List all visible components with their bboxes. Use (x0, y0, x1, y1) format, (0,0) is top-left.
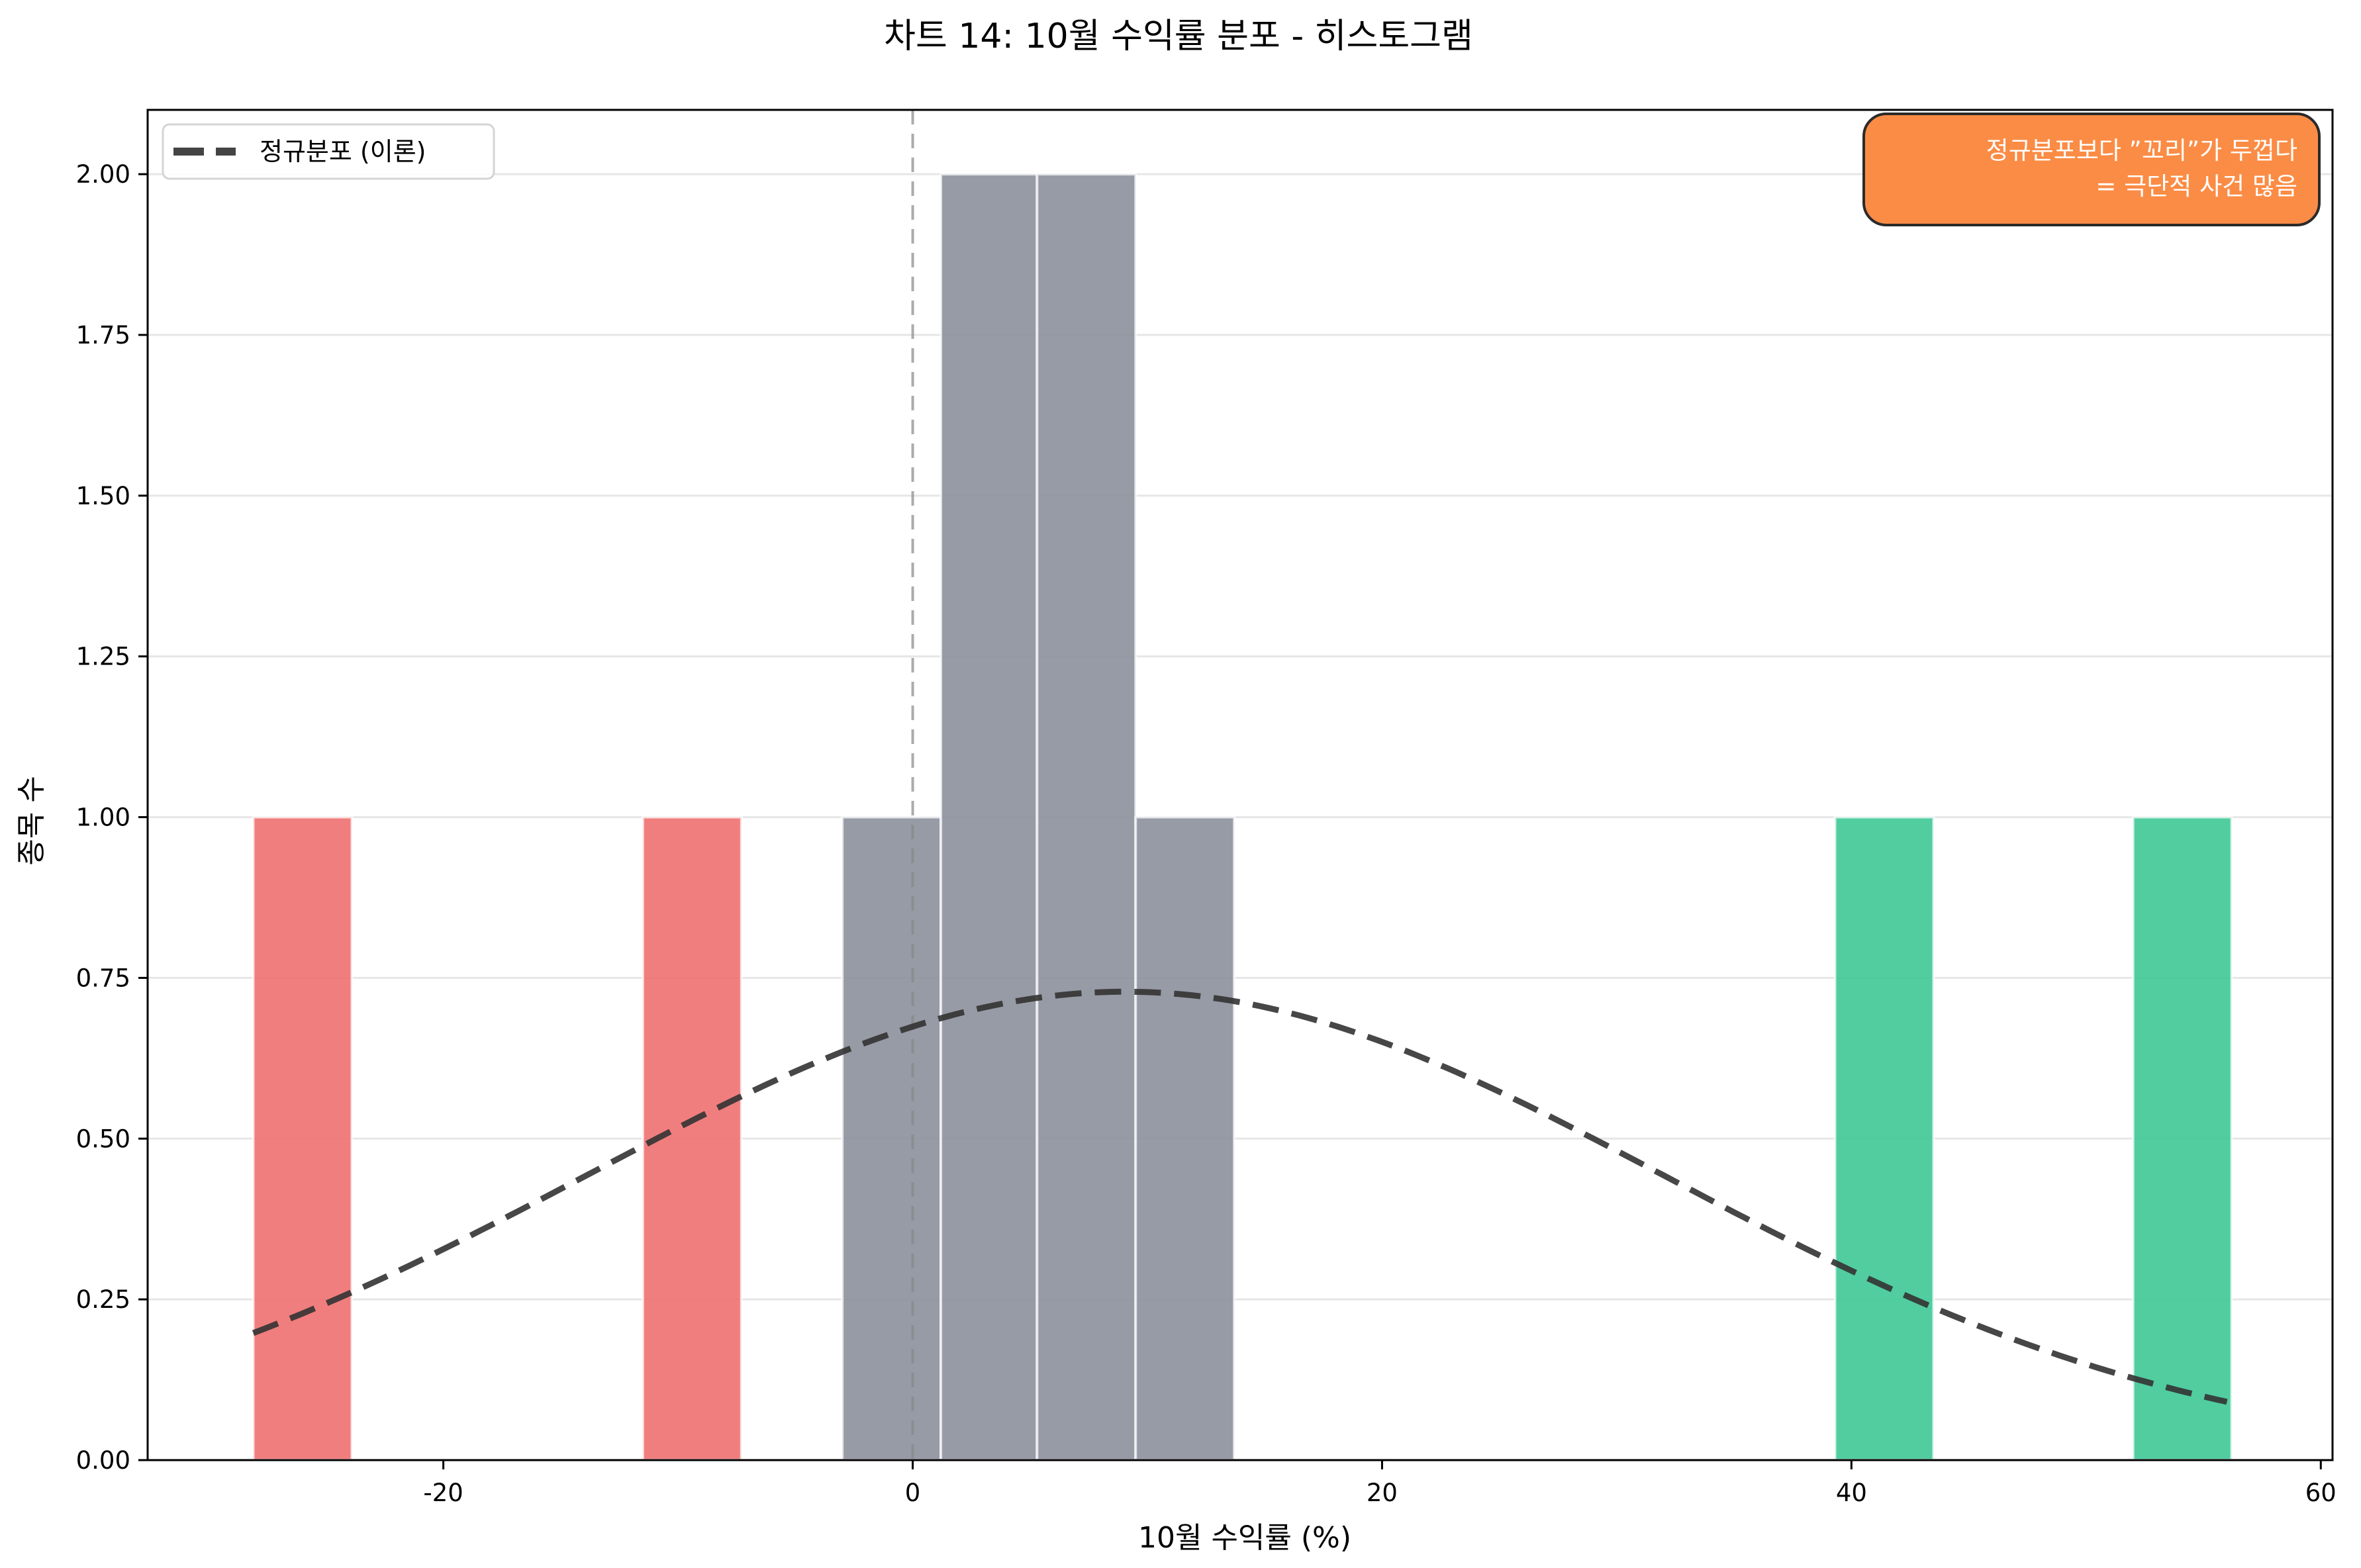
normal-distribution-curve (252, 988, 2228, 1405)
histogram-bar (1134, 815, 1236, 1461)
x-tick-label: -20 (423, 1479, 463, 1507)
plot-area (148, 110, 2333, 1460)
legend-label: 정규분포 (이론) (260, 137, 426, 166)
y-tick-label: 2.00 (76, 160, 130, 189)
histogram-bar (2131, 815, 2233, 1461)
annotation-line-1: 정규분포보다 ”꼬리”가 두껍다 (1986, 136, 2297, 165)
x-tick-label: 60 (2305, 1479, 2337, 1507)
histogram-bar (940, 173, 1039, 1462)
annotation-box (1862, 113, 2321, 226)
axes-frame (146, 109, 2334, 1461)
legend: 정규분포 (이론) (162, 123, 495, 180)
x-tick-label: 40 (1836, 1479, 1867, 1507)
histogram-bar (841, 815, 943, 1461)
histogram-bar (1036, 173, 1137, 1462)
y-tick-label: 0.25 (76, 1285, 130, 1314)
x-axis-ticks: -20 0 20 40 60 (423, 1460, 2337, 1507)
y-tick-label: 1.50 (76, 482, 130, 510)
y-tick-label: 0.50 (76, 1125, 130, 1153)
histogram-bar (1833, 815, 1935, 1461)
y-tick-label: 1.75 (76, 321, 130, 349)
y-tick-label: 1.25 (76, 643, 130, 671)
legend-box (162, 123, 495, 180)
y-axis-ticks: 0.00 0.25 0.50 0.75 1.00 1.25 1.50 1.75 2.00 (76, 160, 148, 1475)
x-tick-label: 20 (1367, 1479, 1398, 1507)
y-tick-label: 0.75 (76, 964, 130, 992)
annotation: 정규분포보다 ”꼬리”가 두껍다 = 극단적 사건 많음 (1862, 113, 2321, 226)
x-tick-label: 0 (905, 1479, 921, 1507)
y-tick-label: 0.00 (76, 1446, 130, 1475)
y-axis-label: 종목 수 (15, 776, 48, 865)
y-gridlines (148, 173, 2333, 1461)
histogram-bar (252, 815, 354, 1461)
y-tick-label: 1.00 (76, 804, 130, 832)
chart-title: 차트 14: 10월 수익률 분포 - 히스토그램 (884, 17, 1473, 56)
annotation-line-2: = 극단적 사건 많음 (2096, 172, 2297, 201)
x-axis-label: 10월 수익률 (%) (1138, 1521, 1351, 1555)
